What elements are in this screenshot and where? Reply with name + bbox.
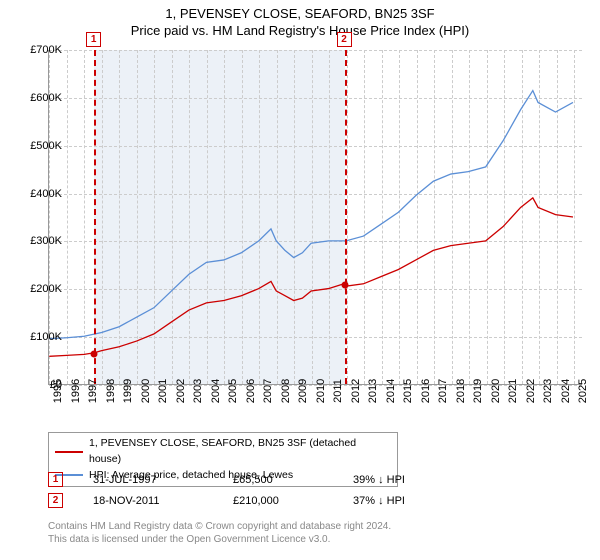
x-axis-label: 1997 (87, 379, 99, 403)
x-axis-label: 2004 (210, 379, 222, 403)
marker-vline-2 (345, 50, 347, 384)
transaction-price: £65,500 (233, 474, 323, 486)
x-axis-label: 2023 (542, 379, 554, 403)
y-axis-label: £400K (30, 188, 62, 200)
marker-box-1: 1 (86, 32, 101, 47)
transaction-delta: 39% ↓ HPI (353, 474, 405, 486)
x-axis-label: 2019 (472, 379, 484, 403)
x-axis-label: 2002 (175, 379, 187, 403)
x-axis-label: 2022 (525, 379, 537, 403)
x-axis-label: 1995 (52, 379, 64, 403)
transaction-marker: 2 (48, 493, 63, 508)
series-line-hpi (49, 91, 573, 339)
marker-vline-1 (94, 50, 96, 384)
legend-label-property: 1, PEVENSEY CLOSE, SEAFORD, BN25 3SF (de… (89, 436, 391, 468)
transaction-date: 18-NOV-2011 (93, 495, 203, 507)
x-axis-label: 2006 (245, 379, 257, 403)
marker-dot-2 (341, 281, 348, 288)
footnote-line2: This data is licensed under the Open Gov… (48, 534, 330, 545)
x-axis-label: 2016 (420, 379, 432, 403)
legend-item-property: 1, PEVENSEY CLOSE, SEAFORD, BN25 3SF (de… (55, 436, 391, 468)
x-axis-label: 2013 (367, 379, 379, 403)
x-axis-label: 1996 (70, 379, 82, 403)
chart-plot-area: 12 (48, 50, 582, 385)
x-axis-label: 2024 (560, 379, 572, 403)
transaction-row: 1 31-JUL-1997 £65,500 39% ↓ HPI (48, 472, 582, 487)
x-axis-label: 2010 (315, 379, 327, 403)
marker-box-2: 2 (337, 32, 352, 47)
x-axis-label: 2025 (577, 379, 589, 403)
x-axis-label: 2009 (297, 379, 309, 403)
transaction-date: 31-JUL-1997 (93, 474, 203, 486)
transaction-price: £210,000 (233, 495, 323, 507)
y-axis-label: £200K (30, 283, 62, 295)
x-axis-label: 2011 (332, 379, 344, 403)
x-axis-label: 2007 (262, 379, 274, 403)
x-axis-label: 2020 (490, 379, 502, 403)
y-axis-label: £700K (30, 44, 62, 56)
series-line-property (49, 198, 573, 356)
transaction-marker: 1 (48, 472, 63, 487)
chart-title: 1, PEVENSEY CLOSE, SEAFORD, BN25 3SF (0, 6, 600, 21)
marker-dot-1 (91, 350, 98, 357)
y-axis-label: £100K (30, 331, 62, 343)
transaction-list: 1 31-JUL-1997 £65,500 39% ↓ HPI 2 18-NOV-2011… (48, 472, 582, 514)
footnote-line1: Contains HM Land Registry data © Crown c… (48, 521, 391, 532)
y-axis-label: £600K (30, 92, 62, 104)
footnote: Contains HM Land Registry data © Crown c… (48, 520, 582, 546)
x-axis-label: 2000 (140, 379, 152, 403)
y-axis-label: £500K (30, 140, 62, 152)
x-axis-label: 2014 (385, 379, 397, 403)
y-axis-label: £300K (30, 235, 62, 247)
x-axis-label: 2001 (157, 379, 169, 403)
chart-lines (49, 50, 582, 384)
x-axis-label: 2008 (280, 379, 292, 403)
x-axis-label: 2005 (227, 379, 239, 403)
x-axis-label: 2003 (192, 379, 204, 403)
x-axis-label: 1998 (105, 379, 117, 403)
x-axis-label: 2017 (437, 379, 449, 403)
transaction-delta: 37% ↓ HPI (353, 495, 405, 507)
x-axis-label: 2021 (507, 379, 519, 403)
transaction-row: 2 18-NOV-2011 £210,000 37% ↓ HPI (48, 493, 582, 508)
legend-swatch-property (55, 451, 83, 453)
x-axis-label: 1999 (122, 379, 134, 403)
x-axis-label: 2018 (455, 379, 467, 403)
x-axis-label: 2012 (350, 379, 362, 403)
x-axis-label: 2015 (402, 379, 414, 403)
